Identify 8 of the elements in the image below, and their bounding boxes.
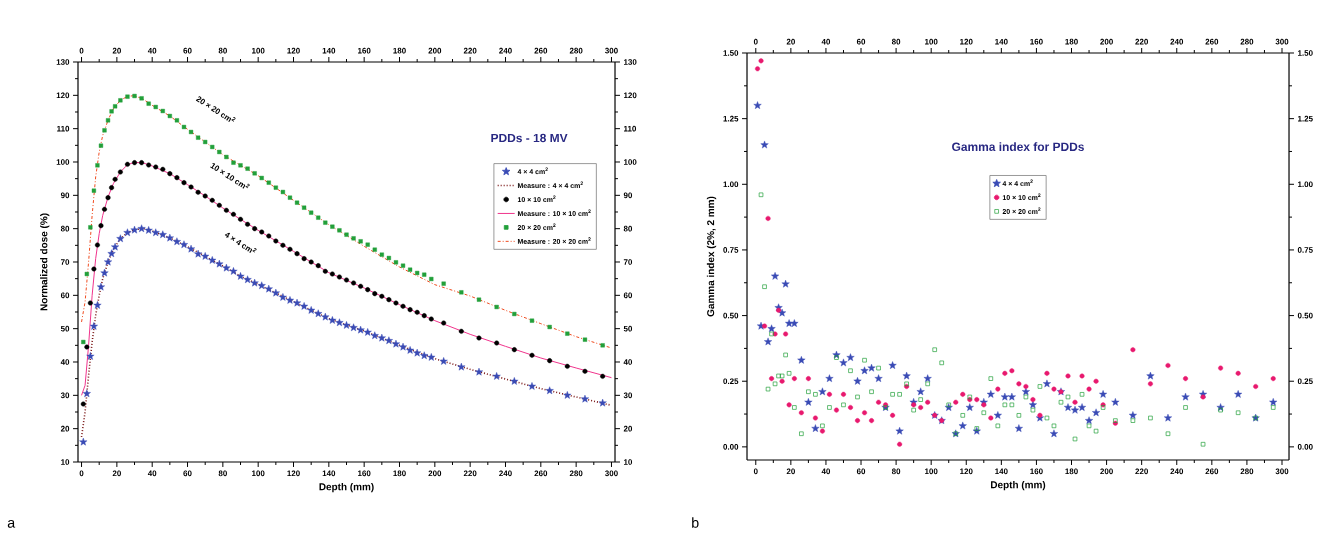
x-axis-title: Depth (mm) [991, 481, 1046, 491]
y-axis-title: Normalized dose (%) [40, 213, 50, 311]
y-axis-title: Gamma index (2%, 2 mm) [706, 196, 717, 317]
text: a [7, 519, 16, 528]
x-axis-title: Depth (mm) [319, 483, 374, 493]
text: PDDs - 18 MV [491, 133, 568, 143]
text: b [692, 517, 699, 528]
text: Gamma index for PDDs [952, 142, 1084, 151]
